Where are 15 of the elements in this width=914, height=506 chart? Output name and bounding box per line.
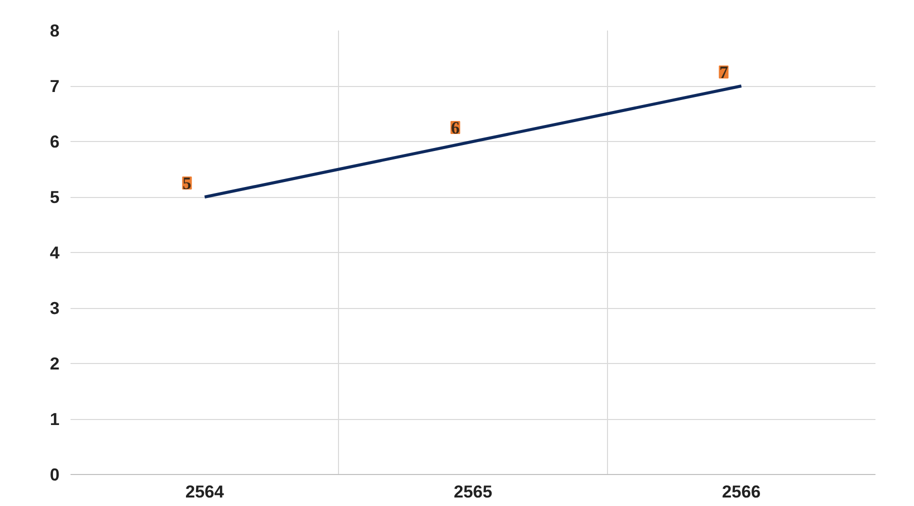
x-tick-label: 2564 (185, 482, 224, 502)
y-tick-label: 1 (50, 409, 60, 429)
y-tick-label: 7 (50, 76, 60, 96)
y-tick-label: 3 (50, 298, 60, 318)
y-tick-label: 2 (50, 354, 60, 374)
y-tick-label: 0 (50, 464, 60, 484)
data-label: 5 (182, 174, 192, 193)
y-tick-label: 8 (50, 20, 60, 40)
y-tick-label: 4 (50, 242, 60, 262)
y-tick-label: 5 (50, 187, 60, 207)
data-label: 6 (451, 118, 460, 138)
data-label: 7 (719, 63, 728, 82)
y-tick-label: 6 (50, 132, 60, 152)
x-tick-label: 2566 (722, 482, 761, 502)
x-tick-label: 2565 (454, 482, 493, 502)
